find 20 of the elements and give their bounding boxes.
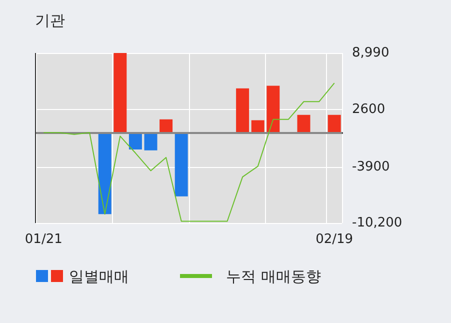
bar [236, 88, 250, 133]
bar [251, 120, 264, 133]
y-tick-label: -10,200 [352, 216, 402, 230]
y-tick-label: 8,990 [352, 46, 390, 60]
legend-label: 누적 매매동향 [226, 268, 321, 286]
legend-label: 일별매매 [69, 268, 129, 286]
x-tick-label: 01/21 [24, 232, 62, 247]
bar [98, 132, 112, 214]
bar [114, 53, 127, 133]
line-series [43, 82, 335, 222]
bar [328, 114, 341, 133]
bar [144, 132, 158, 150]
y-tick-label: 2600 [352, 102, 386, 118]
y-tick-label: -3900 [352, 160, 390, 175]
bar [160, 119, 173, 133]
bar [297, 114, 310, 133]
x-tick-label: 02/19 [316, 232, 354, 247]
bar [266, 86, 280, 133]
bar [174, 132, 188, 196]
chart-title: 기관 [35, 12, 65, 30]
